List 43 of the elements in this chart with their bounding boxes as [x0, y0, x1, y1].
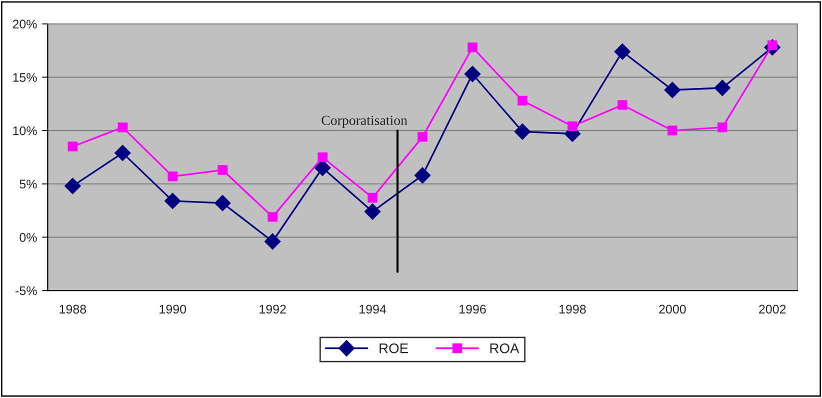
- x-tick-label: 2000: [659, 304, 686, 314]
- legend-label: ROA: [490, 343, 520, 354]
- point: [664, 82, 680, 98]
- x-tick-label: 1992: [260, 304, 286, 314]
- point: [268, 212, 278, 222]
- y-tick-label: 15%: [13, 73, 37, 82]
- x-tick-label: 1990: [160, 304, 186, 314]
- point: [68, 142, 78, 152]
- point: [118, 122, 128, 132]
- point: [164, 192, 181, 209]
- point: [618, 100, 628, 110]
- x-tick-label: 1994: [360, 304, 386, 314]
- x-tick-label: 1988: [60, 304, 86, 314]
- point: [464, 66, 481, 82]
- point: [614, 44, 630, 60]
- point: [718, 122, 728, 132]
- point: [218, 165, 228, 175]
- x-tick-label: 1996: [460, 304, 486, 314]
- point: [714, 80, 730, 96]
- x-tick-label: 2002: [759, 304, 786, 314]
- point: [368, 192, 378, 203]
- point: [64, 178, 81, 194]
- point: [668, 126, 678, 136]
- point: [414, 167, 431, 184]
- point: [518, 96, 528, 106]
- point: [568, 121, 578, 132]
- legend-label: ROE: [380, 343, 408, 354]
- y-tick-label: 5%: [20, 180, 37, 189]
- point: [264, 233, 281, 250]
- y-tick-label: 0%: [20, 233, 37, 242]
- point: [418, 132, 428, 142]
- point: [168, 172, 178, 182]
- ref-line-label: Corporatisation: [322, 116, 408, 128]
- point: [468, 42, 478, 52]
- point: [364, 204, 381, 220]
- x-tick-label: 1998: [559, 304, 586, 314]
- point: [318, 152, 328, 162]
- point: [214, 195, 231, 212]
- point: [114, 144, 131, 162]
- point: [514, 124, 531, 140]
- y-tick-label: -5%: [16, 286, 37, 296]
- y-tick-label: 20%: [12, 20, 37, 29]
- y-tick-label: 10%: [13, 126, 37, 136]
